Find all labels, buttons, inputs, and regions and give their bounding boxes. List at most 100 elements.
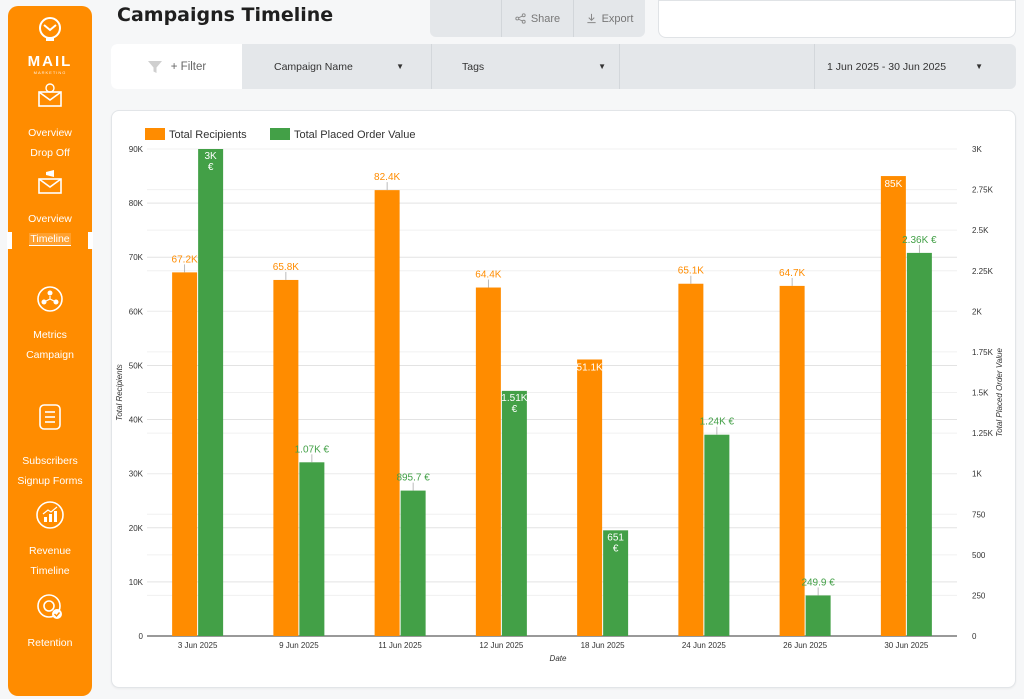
- export-label: Export: [601, 12, 634, 25]
- date-range-dropdown[interactable]: 1 Jun 2025 - 30 Jun 2025 ▼: [815, 44, 1016, 89]
- nav-label: Campaign: [26, 349, 74, 361]
- y2-tick-label: 1.25K: [972, 429, 994, 438]
- bar-order-value: [805, 595, 831, 636]
- bar-recipients: [678, 283, 704, 636]
- nav-label: Signup Forms: [17, 475, 83, 487]
- y-tick-label: 90K: [129, 145, 144, 154]
- logo: MAIL MARKETING: [8, 16, 92, 75]
- y2-tick-label: 2K: [972, 307, 982, 316]
- x-tick-label: 3 Jun 2025: [178, 641, 218, 650]
- bar-recipients: [273, 279, 299, 636]
- x-tick-label: 30 Jun 2025: [884, 641, 929, 650]
- x-tick-label: 18 Jun 2025: [581, 641, 626, 650]
- data-label-recipients: 65.8K: [273, 262, 299, 273]
- bar-order-value: [198, 149, 224, 636]
- nav-label: Subscribers: [22, 455, 78, 467]
- share-button[interactable]: Share: [502, 0, 574, 37]
- header-action-spacer: [430, 0, 502, 37]
- data-label-order-value: 1.51K: [501, 393, 527, 404]
- nav-label: Retention: [27, 637, 73, 649]
- nav-label: Overview: [28, 213, 72, 225]
- nav-metrics-campaign[interactable]: Metrics Campaign: [8, 284, 92, 365]
- legend-swatch-recipients: [145, 128, 165, 140]
- nav-retention[interactable]: Retention: [8, 592, 92, 653]
- data-label-order-value-unit: €: [512, 404, 518, 415]
- campaign-name-dropdown[interactable]: Campaign Name ▼: [242, 44, 431, 89]
- data-label-order-value: 3K: [205, 151, 218, 162]
- data-label-recipients: 67.2K: [172, 254, 198, 265]
- y2-tick-label: 2.25K: [972, 267, 994, 276]
- bar-recipients: [475, 287, 501, 636]
- y-tick-label: 30K: [129, 470, 144, 479]
- share-label: Share: [530, 12, 561, 25]
- share-icon: [515, 13, 526, 24]
- header-actions: Share Export: [430, 0, 645, 37]
- y-tick-label: 20K: [129, 524, 144, 533]
- x-tick-label: 12 Jun 2025: [479, 641, 524, 650]
- data-label-order-value: 2.36K €: [902, 235, 937, 246]
- search-box[interactable]: [658, 0, 1016, 38]
- filter-label: + Filter: [170, 60, 207, 73]
- y2-tick-label: 1.5K: [972, 389, 989, 398]
- data-label-order-value-unit: €: [613, 543, 619, 554]
- nav-label: Timeline: [30, 565, 70, 577]
- data-label-recipients: 82.4K: [374, 172, 400, 183]
- bar-recipients: [880, 176, 906, 637]
- people-network-icon: [37, 286, 63, 312]
- data-label-order-value: 895.7 €: [396, 473, 430, 484]
- y2-tick-label: 750: [972, 510, 986, 519]
- y2-tick-label: 250: [972, 591, 986, 600]
- filter-bar: + Filter Campaign Name ▼ Tags ▼ 1 Jun 20…: [111, 44, 1016, 89]
- add-filter-button[interactable]: + Filter: [111, 44, 242, 89]
- nav-label: Metrics: [33, 329, 67, 341]
- y2-tick-label: 0: [972, 632, 977, 641]
- form-list-icon: [39, 404, 61, 430]
- nav-subscribers-signup-forms[interactable]: Subscribers Signup Forms: [8, 402, 92, 491]
- filter-divider: [814, 44, 815, 89]
- active-marker-right: [88, 232, 93, 249]
- retention-icon: [37, 594, 62, 619]
- nav-label-active: Timeline: [29, 233, 71, 246]
- y-tick-label: 80K: [129, 199, 144, 208]
- data-label-recipients: 85K: [884, 179, 902, 190]
- y-tick-label: 50K: [129, 361, 144, 370]
- logo-text: MAIL: [27, 53, 73, 70]
- y2-tick-label: 3K: [972, 145, 982, 154]
- nav-overview-timeline[interactable]: Overview Timeline: [7, 168, 93, 249]
- megaphone-envelope-icon: [38, 170, 62, 194]
- y2-tick-label: 2.5K: [972, 226, 989, 235]
- y2-tick-label: 1.75K: [972, 348, 994, 357]
- y2-tick-label: 1K: [972, 470, 982, 479]
- data-label-order-value-unit: €: [208, 162, 214, 173]
- x-tick-label: 9 Jun 2025: [279, 641, 319, 650]
- data-label-order-value: 651: [607, 532, 624, 543]
- x-tick-label: 24 Jun 2025: [682, 641, 727, 650]
- y-tick-label: 0: [139, 632, 144, 641]
- nav-overview-drop-off[interactable]: Overview Drop Off: [8, 82, 92, 163]
- y2-tick-label: 500: [972, 551, 986, 560]
- export-button[interactable]: Export: [574, 0, 645, 37]
- legend-label-order-value: Total Placed Order Value: [294, 129, 415, 141]
- date-range-label: 1 Jun 2025 - 30 Jun 2025: [827, 60, 947, 73]
- y2-axis-title: Total Placed Order Value: [995, 348, 1004, 437]
- bar-order-value: [501, 390, 527, 636]
- legend-label-recipients: Total Recipients: [169, 129, 247, 141]
- campaign-chart: 0 10K 20K 30K 40K 50K 60K 70K 80K 90K 0 250 500 750 1K…: [115, 128, 1004, 663]
- revenue-chart-icon: [36, 501, 64, 529]
- nav-label: Revenue: [28, 545, 72, 557]
- y2-tick-label: 2.75K: [972, 186, 994, 195]
- y-tick-label: 10K: [129, 578, 144, 587]
- download-icon: [586, 13, 596, 24]
- bar-recipients: [374, 190, 400, 636]
- caret-down-icon: ▼: [975, 62, 983, 71]
- data-label-order-value: 1.24K €: [700, 417, 735, 428]
- nav-revenue-timeline[interactable]: Revenue Timeline: [8, 500, 92, 581]
- y-tick-label: 70K: [129, 253, 144, 262]
- caret-down-icon: ▼: [598, 62, 606, 71]
- nav-label: Drop Off: [30, 147, 70, 159]
- data-label-order-value: 1.07K €: [295, 444, 330, 455]
- tags-dropdown[interactable]: Tags ▼: [432, 44, 619, 89]
- bar-order-value: [906, 252, 932, 637]
- y-tick-label: 60K: [129, 307, 144, 316]
- bar-recipients: [172, 272, 198, 636]
